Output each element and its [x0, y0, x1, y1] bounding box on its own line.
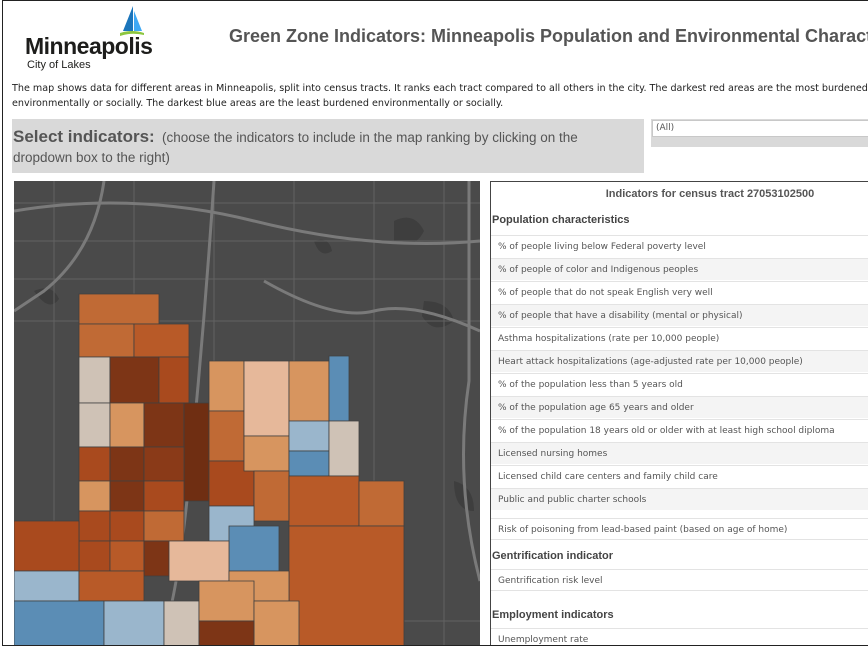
logo-tagline: City of Lakes [27, 59, 91, 71]
section-employment: Employment indicators [492, 609, 614, 621]
tract-polygons[interactable] [14, 293, 405, 646]
logo-wordmark: Minneapolis [25, 33, 153, 59]
population-indicator-row: Public and public charter schools [491, 488, 868, 510]
population-indicator-row: % of people living below Federal poverty… [491, 235, 868, 257]
tract-indicators-panel: Indicators for census tract 27053102500 … [490, 181, 868, 645]
tract-panel-title: Indicators for census tract 27053102500 [605, 188, 815, 200]
unemployment-row: Unemployment rate [491, 628, 868, 645]
population-indicator-row: Licensed nursing homes [491, 442, 868, 464]
census-tract-map[interactable] [14, 181, 480, 646]
population-indicator-row: % of people that have a disability (ment… [491, 304, 868, 326]
map-canvas[interactable] [14, 181, 480, 646]
section-population: Population characteristics [492, 214, 630, 226]
indicator-dropdown[interactable]: (All) [651, 119, 868, 147]
population-indicator-row: % of people that do not speak English ve… [491, 281, 868, 303]
minneapolis-logo: Minneapolis City of Lakes [25, 5, 153, 73]
population-indicator-row: % of the population less than 5 years ol… [491, 373, 868, 395]
gentrification-row: Gentrification risk level [491, 569, 868, 591]
sail-logo-icon [120, 6, 144, 36]
indicator-selector-panel: Select indicators: (choose the indicator… [12, 119, 644, 173]
page-description: The map shows data for different areas i… [12, 83, 868, 109]
page-title: Green Zone Indicators: Minneapolis Popul… [229, 26, 868, 46]
population-indicator-row: % of the population 18 years old or olde… [491, 419, 868, 441]
population-indicator-row: Licensed child care centers and family c… [491, 465, 868, 487]
population-indicator-row: % of people of color and Indigenous peop… [491, 258, 868, 280]
section-gentrification: Gentrification indicator [492, 550, 614, 562]
population-indicator-row: Asthma hospitalizations (rate per 10,000… [491, 327, 868, 349]
indicator-dropdown-value[interactable]: (All) [652, 120, 868, 137]
selector-hint-continued: dropdown box to the right) [13, 150, 170, 165]
selector-heading: Select indicators: [13, 127, 155, 146]
population-indicator-row: Heart attack hospitalizations (age-adjus… [491, 350, 868, 372]
selector-hint: (choose the indicators to include in the… [162, 130, 578, 145]
lead-paint-row: Risk of poisoning from lead-based paint … [491, 518, 868, 540]
population-indicator-row: % of the population age 65 years and old… [491, 396, 868, 418]
